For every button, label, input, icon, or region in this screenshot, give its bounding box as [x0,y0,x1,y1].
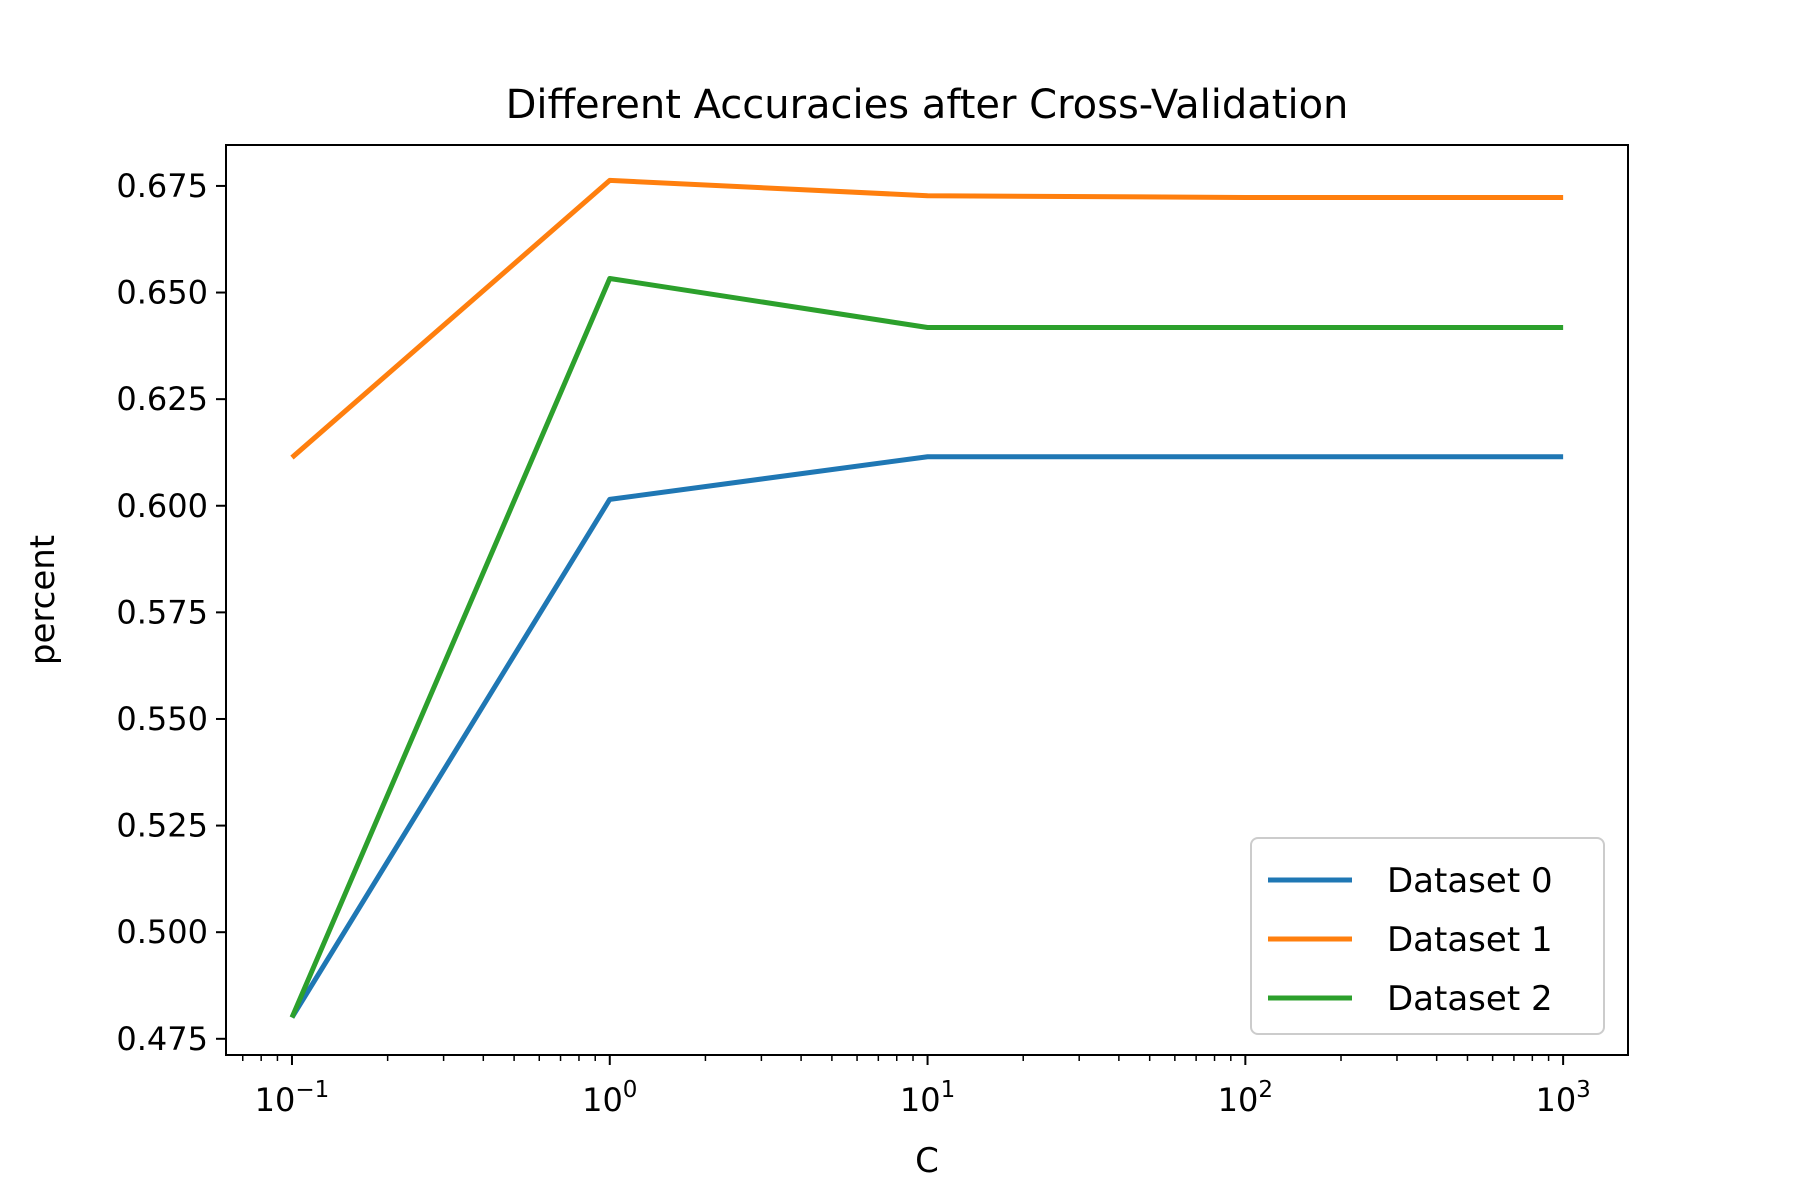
y-tick-label: 0.575 [116,593,208,631]
y-tick-label: 0.600 [116,487,208,525]
legend-label: Dataset 1 [1387,920,1553,960]
y-tick-label: 0.675 [116,167,208,205]
y-tick-label: 0.625 [116,380,208,418]
x-tick-label: 100 [582,1077,637,1119]
plot-frame [225,144,1629,1056]
chart-title: Different Accuracies after Cross-Validat… [506,82,1349,128]
legend-label: Dataset 2 [1387,979,1553,1019]
x-tick-label: 101 [900,1077,955,1119]
axis-ticks: 0.475 0.500 0.525 0.550 0.575 0.600 0.625 0.650… [116,167,1590,1119]
y-axis-label: percent [23,535,63,665]
series-line-dataset-1 [290,177,1564,460]
series-lines [289,177,1564,1019]
legend: Dataset 0 Dataset 1 Dataset 2 [1250,837,1605,1035]
legend-label: Dataset 0 [1387,861,1553,901]
x-tick-label: 10−1 [255,1077,330,1119]
y-tick-label: 0.525 [116,807,208,845]
x-tick-label: 103 [1535,1077,1590,1119]
y-tick-label: 0.475 [116,1020,208,1058]
y-tick-label: 0.650 [116,274,208,312]
series-line-dataset-0 [289,454,1564,1019]
x-tick-label: 102 [1218,1077,1273,1119]
series-line-dataset-2 [289,275,1564,1019]
y-tick-label: 0.550 [116,700,208,738]
x-axis-label: C [915,1141,939,1181]
legend-box [1250,837,1605,1035]
y-tick-label: 0.500 [116,913,208,951]
